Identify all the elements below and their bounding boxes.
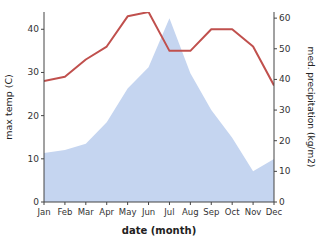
y2-tick: [274, 79, 277, 80]
y-tick: [41, 29, 44, 30]
y2-tick-label: 0: [279, 197, 285, 207]
x-tick-label: Sep: [203, 207, 219, 217]
y-tick: [41, 72, 44, 73]
y2-tick: [274, 171, 277, 172]
x-tick-label: Mar: [78, 207, 95, 217]
y-axis-line: [44, 12, 45, 202]
x-tick: [169, 202, 170, 205]
x-tick: [127, 202, 128, 205]
x-tick: [148, 202, 149, 205]
x-tick-label: Aug: [182, 207, 199, 217]
y2-tick: [274, 140, 277, 141]
y2-tick: [274, 110, 277, 111]
x-tick-label: Jun: [141, 207, 155, 217]
y-tick: [41, 115, 44, 116]
x-tick-label: Apr: [99, 207, 114, 217]
y-tick: [41, 158, 44, 159]
y2-tick-label: 20: [279, 136, 291, 146]
y-tick: [41, 202, 44, 203]
x-tick-label: Dec: [266, 207, 283, 217]
x-tick-label: Oct: [225, 207, 240, 217]
y2-axis-label: med. precipitation (kg/m2): [306, 47, 316, 168]
x-tick: [64, 202, 65, 205]
chart: JanFebMarAprMayJunJulAugSepOctNovDec0102…: [0, 0, 318, 242]
y2-tick-label: 10: [279, 166, 291, 176]
x-tick-label: May: [119, 207, 137, 217]
y-tick-label: 30: [28, 67, 40, 77]
x-axis-label: date (month): [122, 225, 196, 236]
y2-axis-line: [274, 12, 275, 202]
x-tick-label: Jul: [163, 207, 174, 217]
x-tick-label: Jan: [36, 207, 50, 217]
y-axis-label: max temp (C): [3, 74, 14, 140]
y-tick-label: 20: [28, 111, 40, 121]
y-tick-label: 0: [33, 197, 39, 207]
x-tick-label: Feb: [57, 207, 72, 217]
x-axis-line: [44, 202, 274, 203]
y2-tick-label: 40: [279, 74, 291, 84]
y2-tick: [274, 202, 277, 203]
y-tick-label: 40: [28, 24, 40, 34]
x-tick: [85, 202, 86, 205]
y2-tick-label: 60: [279, 13, 291, 23]
x-tick: [232, 202, 233, 205]
x-tick: [190, 202, 191, 205]
y2-tick-label: 30: [279, 105, 291, 115]
y2-tick: [274, 18, 277, 19]
plot-area: [44, 12, 274, 202]
y-tick-label: 10: [28, 154, 40, 164]
x-tick-label: Nov: [245, 207, 262, 217]
y2-tick: [274, 48, 277, 49]
x-tick: [211, 202, 212, 205]
precip-area: [44, 18, 274, 202]
y2-tick-label: 50: [279, 44, 291, 54]
x-tick: [106, 202, 107, 205]
x-tick: [253, 202, 254, 205]
temp-line: [44, 12, 274, 85]
